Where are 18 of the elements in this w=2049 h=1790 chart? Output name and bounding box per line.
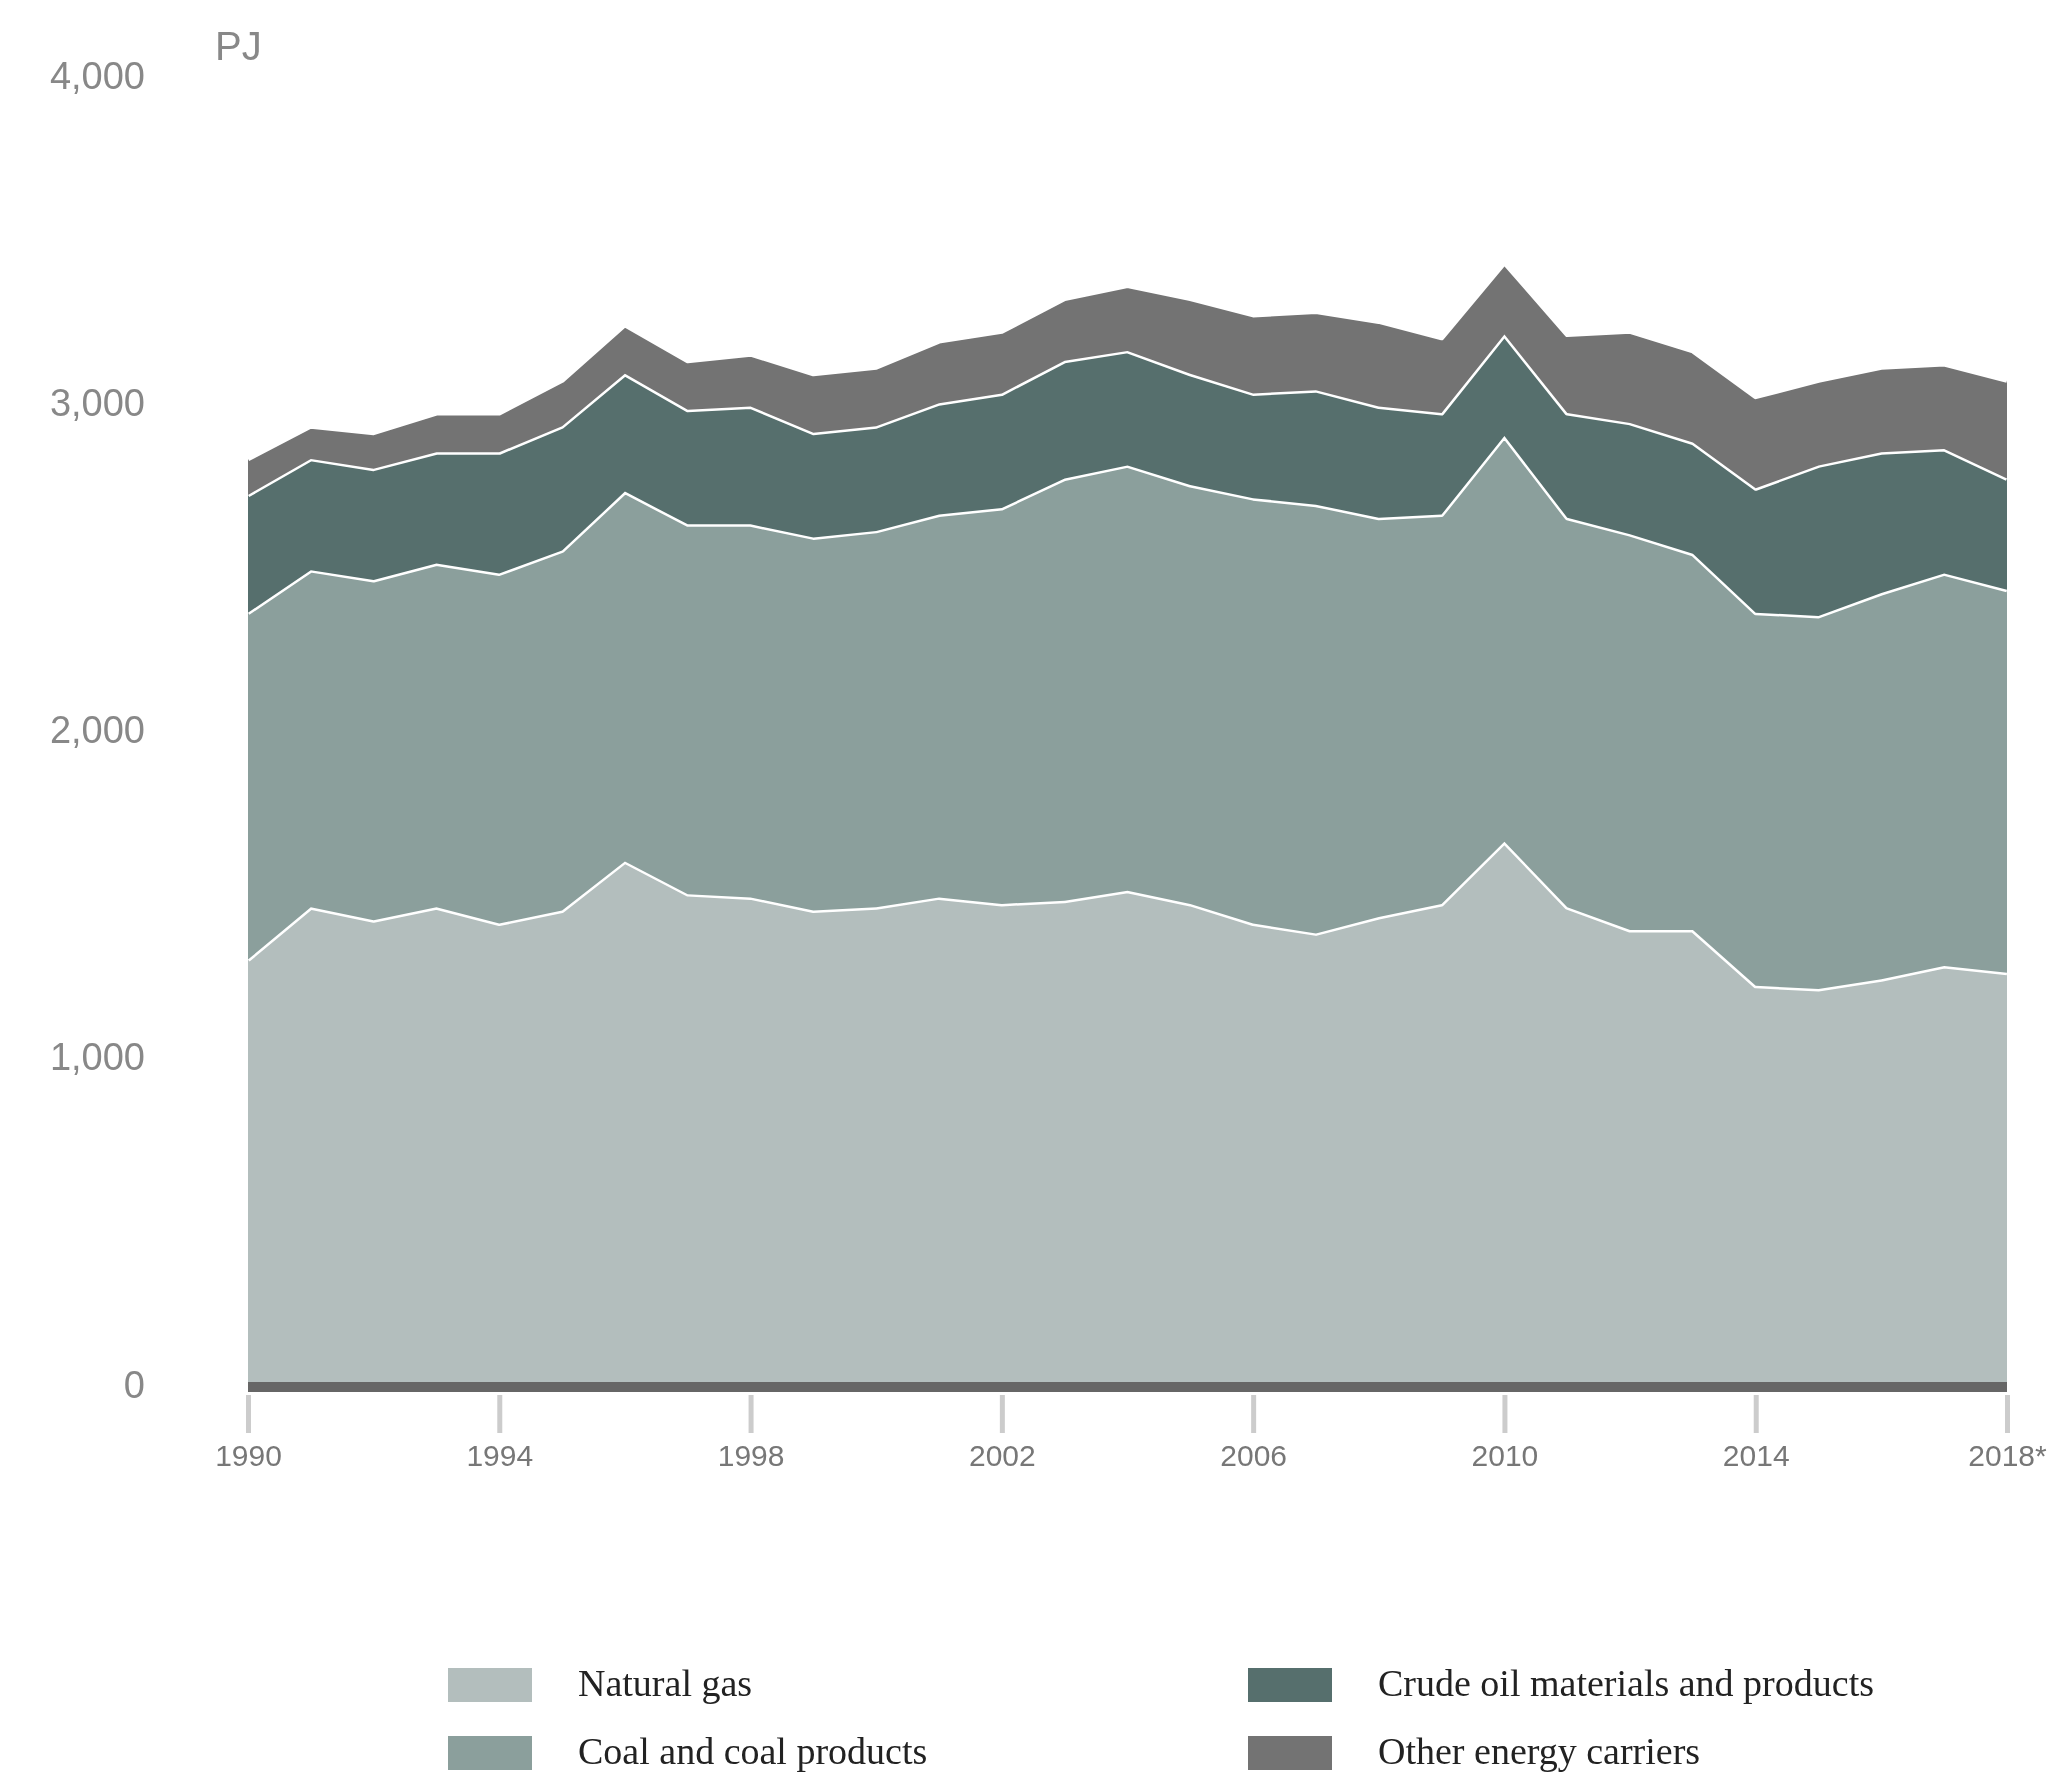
- y-tick-label: 0: [123, 1363, 145, 1406]
- x-tick-label: 2006: [1220, 1439, 1288, 1473]
- y-axis-title: PJ: [215, 24, 262, 68]
- y-tick-label: 1,000: [49, 1036, 145, 1079]
- x-tick-label: 2018*: [1968, 1439, 2048, 1473]
- y-tick-label: 2,000: [49, 709, 145, 752]
- x-tick-label: 2002: [968, 1439, 1036, 1473]
- y-tick-label: 4,000: [49, 54, 145, 97]
- legend-label: Natural gas: [578, 1662, 753, 1704]
- legend-label: Crude oil materials and products: [1378, 1662, 1874, 1704]
- x-tick-label: 2010: [1471, 1439, 1539, 1473]
- y-tick-label: 3,000: [49, 381, 145, 424]
- x-tick-label: 1990: [215, 1439, 282, 1473]
- legend-label: Coal and coal products: [578, 1730, 928, 1772]
- legend-label: Other energy carriers: [1378, 1730, 1701, 1772]
- x-tick-label: 1994: [466, 1439, 534, 1473]
- x-tick-label: 1998: [717, 1439, 785, 1473]
- x-tick-label: 2014: [1722, 1439, 1790, 1473]
